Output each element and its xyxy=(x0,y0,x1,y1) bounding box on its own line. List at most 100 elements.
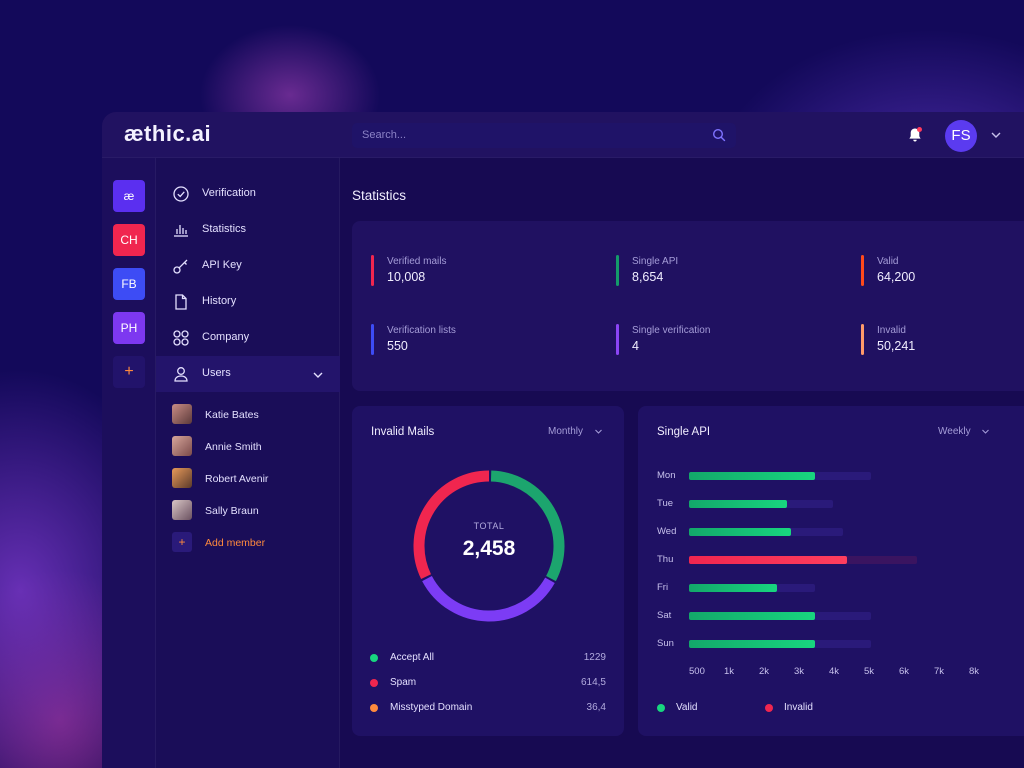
workspace-ae[interactable]: æ xyxy=(113,180,145,212)
app-logo[interactable]: æthic.ai xyxy=(124,121,212,146)
bar-day-label: Thu xyxy=(657,554,674,565)
donut-chart: TOTAL 2,458 xyxy=(412,469,566,623)
stat-label: Invalid xyxy=(877,325,906,336)
bar-day-label: Sun xyxy=(657,638,674,649)
workspace-ph-label: PH xyxy=(120,321,138,335)
member-item[interactable]: Sally Braun xyxy=(172,500,332,522)
donut-slice-accept-all xyxy=(490,470,565,582)
legend-label: Spam xyxy=(390,677,417,688)
member-avatar xyxy=(172,404,192,424)
bar-row-mon: Mon xyxy=(657,469,987,483)
sidebar-item-statistics[interactable]: Statistics xyxy=(156,212,340,248)
legend-misstyped-domain: Misstyped Domain 36,4 xyxy=(370,700,606,716)
bar-valid-tue xyxy=(689,500,787,508)
stat-label: Valid xyxy=(877,256,899,267)
member-avatar xyxy=(172,436,192,456)
sidebar-item-label: Statistics xyxy=(202,223,247,235)
legend-label: Misstyped Domain xyxy=(390,702,473,713)
legend-label: Invalid xyxy=(784,702,813,713)
stat-value: 50,241 xyxy=(877,339,916,353)
period-dropdown[interactable]: Weekly xyxy=(938,426,990,437)
notification-button[interactable] xyxy=(906,126,924,144)
sidebar-item-history[interactable]: History xyxy=(156,284,340,320)
bar-invalid-thu xyxy=(689,556,847,564)
sidebar-item-company[interactable]: Company xyxy=(156,320,340,356)
member-item[interactable]: Katie Bates xyxy=(172,404,332,426)
workspace-fb-label: FB xyxy=(121,277,137,291)
legend-dot xyxy=(657,704,665,712)
search-icon[interactable] xyxy=(712,128,726,142)
sidebar-item-label: Verification xyxy=(202,187,256,199)
bar-row-wed: Wed xyxy=(657,525,987,539)
main-content: Statistics Verified mails 10,008 Single … xyxy=(340,158,1024,768)
stat-indicator xyxy=(616,255,619,286)
plus-icon: + xyxy=(124,363,134,380)
bar-row-tue: Tue xyxy=(657,497,987,511)
search-placeholder: Search... xyxy=(362,129,407,141)
card-title: Single API xyxy=(657,426,711,438)
sidebar-item-users[interactable]: Users xyxy=(156,356,340,392)
grid-icon xyxy=(173,330,189,346)
stat-value: 10,008 xyxy=(387,270,426,284)
stat-label: Verified mails xyxy=(387,256,447,267)
stats-panel: Verified mails 10,008 Single API 8,654 V… xyxy=(352,221,1024,391)
chevron-down-icon[interactable] xyxy=(312,369,324,381)
bar-chart-icon xyxy=(174,225,188,237)
workspace-ae-label: æ xyxy=(123,189,135,203)
sidebar-item-api-key[interactable]: API Key xyxy=(156,248,340,284)
add-member-button[interactable]: + Add member xyxy=(172,532,332,554)
member-item[interactable]: Robert Avenir xyxy=(172,468,332,490)
member-item[interactable]: Annie Smith xyxy=(172,436,332,458)
page-title: Statistics xyxy=(352,188,407,203)
legend-spam: Spam 614,5 xyxy=(370,675,606,691)
stat-indicator xyxy=(861,255,864,286)
stat-label: Verification lists xyxy=(387,325,456,336)
stat-indicator xyxy=(371,324,374,355)
x-tick-label: 5k xyxy=(864,666,875,677)
single-api-card: Single API Weekly Mon Tue Wed Thu Fri Sat Sun … xyxy=(638,406,1024,736)
workspace-ph[interactable]: PH xyxy=(113,312,145,344)
x-tick-label: 3k xyxy=(794,666,805,677)
member-avatar xyxy=(172,500,192,520)
x-tick-label: 7k xyxy=(934,666,945,677)
add-workspace-button[interactable]: + xyxy=(113,356,145,388)
stat-indicator xyxy=(616,324,619,355)
stat-indicator xyxy=(861,324,864,355)
workspace-ch[interactable]: CH xyxy=(113,224,145,256)
workspace-ch-label: CH xyxy=(120,233,138,247)
bar-day-label: Fri xyxy=(657,582,669,593)
sidebar-item-verification[interactable]: Verification xyxy=(156,176,340,212)
stat-valid: Valid 64,200 xyxy=(861,255,1024,289)
sidebar-item-label: API Key xyxy=(202,259,242,271)
legend-value: 614,5 xyxy=(580,677,606,688)
stat-label: Single API xyxy=(632,256,679,267)
bar-valid-sun xyxy=(689,640,815,648)
bar-day-label: Wed xyxy=(657,526,677,537)
period-label: Weekly xyxy=(938,426,971,437)
workspace-rail: æ CH FB PH + xyxy=(102,158,156,768)
plus-icon: + xyxy=(172,532,192,552)
bar-day-label: Sat xyxy=(657,610,672,621)
chevron-down-icon xyxy=(594,429,602,434)
stat-value: 4 xyxy=(632,339,639,353)
stat-invalid: Invalid 50,241 xyxy=(861,324,1024,358)
bar-valid-fri xyxy=(689,584,777,592)
bar-valid-mon xyxy=(689,472,815,480)
workspace-fb[interactable]: FB xyxy=(113,268,145,300)
stat-single-api: Single API 8,654 xyxy=(616,255,816,289)
donut-slice-accept-all-lower xyxy=(422,575,555,622)
legend-label: Accept All xyxy=(390,652,434,663)
legend-dot xyxy=(370,654,378,662)
user-avatar[interactable]: FS xyxy=(945,120,977,152)
donut-slice-spam xyxy=(413,470,490,580)
sidebar-item-label: Users xyxy=(202,367,231,379)
stat-label: Single verification xyxy=(632,325,711,336)
chevron-down-icon[interactable] xyxy=(990,129,1002,141)
chevron-down-icon xyxy=(982,429,990,434)
x-tick-label: 6k xyxy=(899,666,910,677)
legend-dot xyxy=(765,704,773,712)
top-bar: æthic.ai Search... FS xyxy=(102,112,1024,158)
bar-row-sun: Sun xyxy=(657,637,987,651)
search-input[interactable]: Search... xyxy=(352,123,736,148)
period-dropdown[interactable]: Monthly xyxy=(548,426,603,437)
